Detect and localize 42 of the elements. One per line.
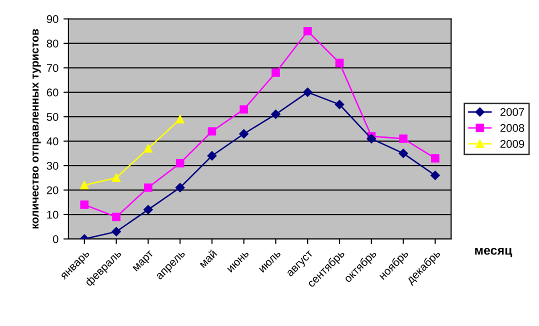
point [272,68,280,77]
y-tick-label: 80 [46,40,58,48]
y-tick-label: 90 [46,15,58,24]
y-tick-label: 20 [46,186,58,194]
point [112,212,120,222]
x-tick-label: май [198,249,218,268]
point [80,181,89,190]
point [366,134,376,144]
point [144,183,152,192]
y-axis-title: количество отправленных туристов [32,29,41,228]
point [398,148,408,158]
y-tick-label: 60 [46,88,58,96]
point [240,105,248,114]
point [176,158,184,168]
y-tick-label: 50 [46,112,58,121]
y-tick-label: 0 [52,235,58,244]
y-tick-label: 70 [46,64,58,72]
legend-label: 2008 [500,124,524,132]
point [303,88,312,97]
point [112,174,120,182]
point [335,58,344,68]
x-axis-title: месяц [475,248,512,258]
point [175,182,185,192]
point [430,170,440,180]
point [207,151,217,160]
point [208,127,216,136]
point [176,114,184,124]
point [144,204,153,214]
point [334,100,344,110]
point [80,200,89,209]
point [303,26,312,36]
point [144,144,152,153]
y-tick-label: 40 [46,137,58,146]
legend-label: 2007 [500,108,524,116]
point [399,134,408,143]
point [431,154,440,162]
point [271,110,280,119]
point [112,227,121,236]
y-tick-label: 30 [46,162,58,170]
point [239,129,248,138]
legend-label: 2009 [500,140,524,148]
y-tick-label: 10 [47,210,58,219]
